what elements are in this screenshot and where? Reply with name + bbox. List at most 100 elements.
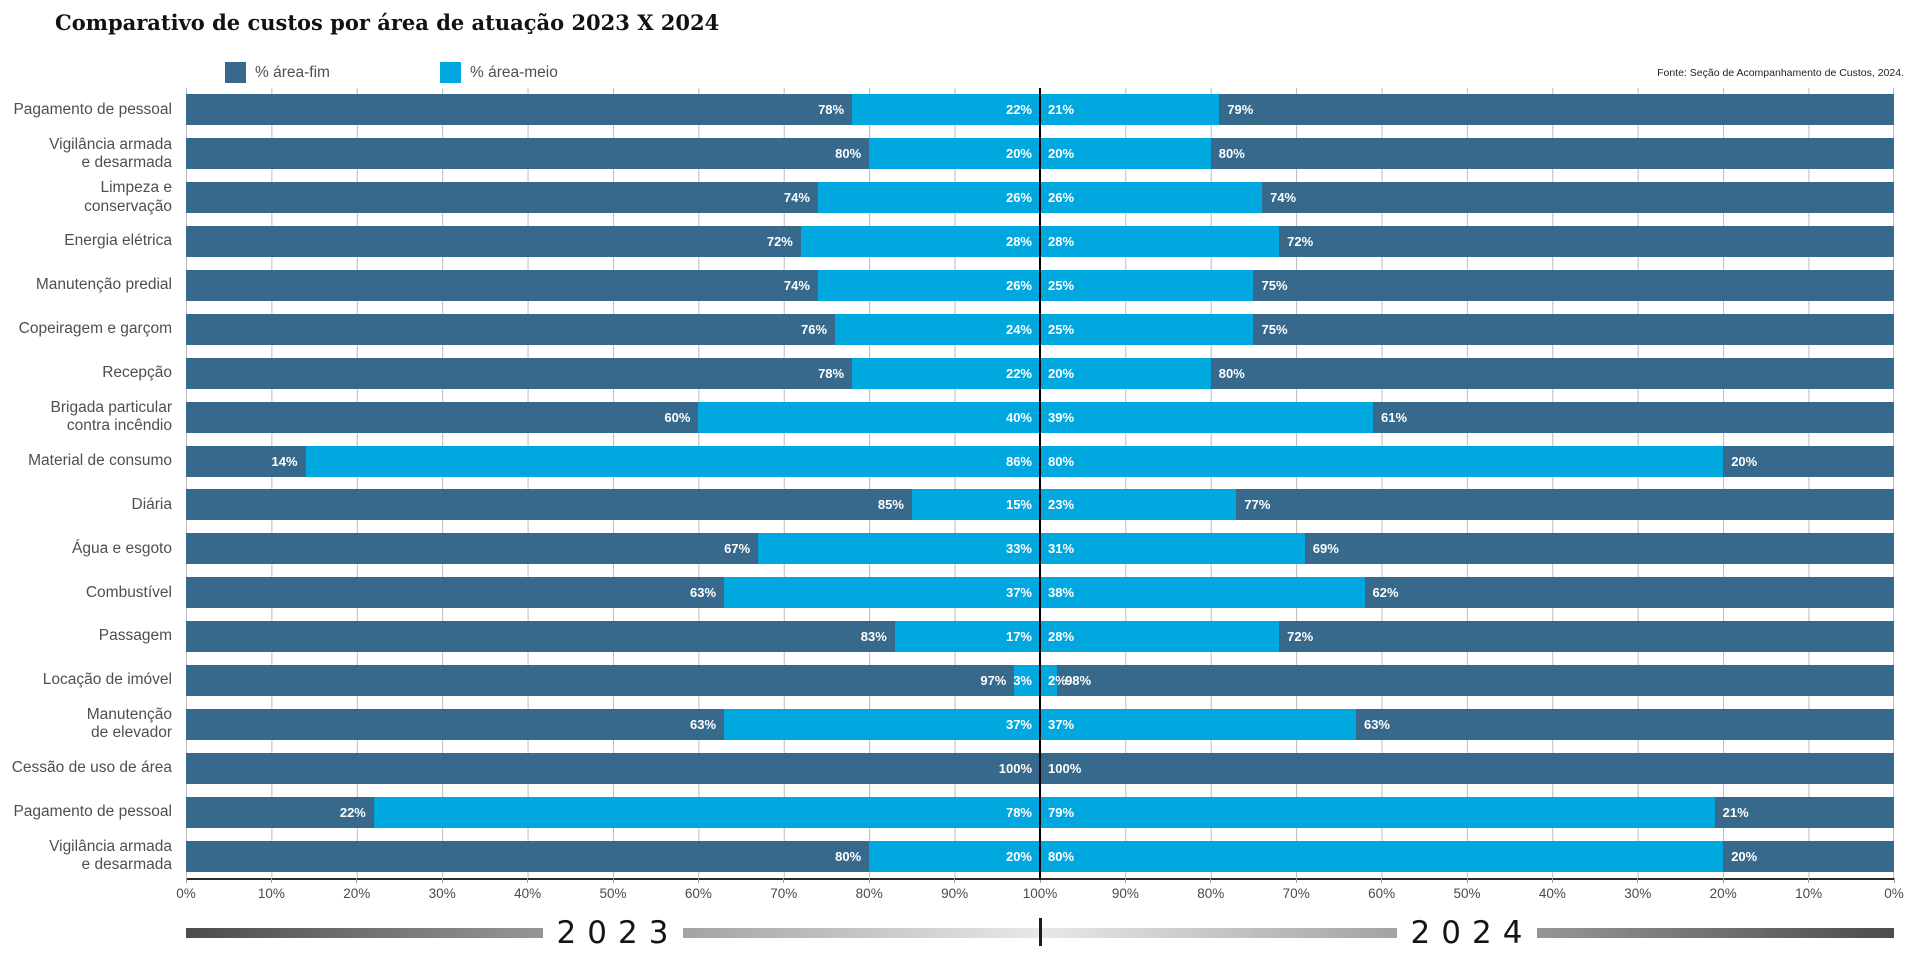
value-label-areameio-2023: 37%: [1005, 716, 1032, 732]
value-label-areafim-2023: 76%: [801, 321, 828, 337]
bar-areameio-2023: [1014, 665, 1040, 696]
chart-row: 74% 26% 26% 74%: [186, 182, 1894, 214]
bar-areameio-2023: [373, 796, 1040, 828]
bar-areafim-2023: [186, 752, 1040, 784]
legend-item-area-meio: % área-meio: [440, 62, 558, 83]
x-axis: 0% 10% 20% 30% 40% 50% 60% 70% 80% 90% 100% 90% 80% 7…: [176, 878, 1904, 904]
value-label-areafim-2023: 22%: [339, 804, 366, 820]
category-label: Água e esgoto: [72, 539, 172, 557]
bar-areameio-2023: [698, 401, 1040, 433]
value-label-areameio-2024: 26%: [1048, 190, 1075, 206]
axis-tick-mark: [270, 878, 272, 883]
bar-areafim-2024: [1040, 752, 1894, 784]
value-label-areameio-2024: 80%: [1048, 848, 1075, 864]
year-label-2024: 2024: [1410, 915, 1534, 951]
category-labels-column: Pagamento de pessoal Vigilância armada e …: [0, 88, 180, 878]
value-label-areafim-2024: 100%: [1048, 760, 1082, 776]
bar-areameio-2023: [869, 138, 1040, 170]
value-label-areameio-2023: 86%: [1005, 453, 1032, 469]
axis-tick-mark: [1466, 878, 1468, 883]
value-label-areameio-2023: 37%: [1005, 585, 1032, 601]
value-label-areafim-2024: 75%: [1261, 278, 1288, 293]
bar-areameio-2023: [869, 840, 1040, 872]
category-label: Limpeza e conservação: [84, 179, 172, 215]
axis-tick-mark: [1381, 878, 1383, 883]
value-label-areafim-2024: 74%: [1270, 190, 1297, 206]
category-label: Passagem: [98, 627, 172, 645]
axis-tick-label: 90%: [941, 886, 969, 901]
value-label-areameio-2024: 38%: [1048, 585, 1075, 601]
center-axis-line: [1039, 88, 1041, 880]
category-label: Vigilância armada e desarmada: [49, 135, 172, 171]
page-title: Comparativo de custos por área de atuaçã…: [55, 10, 720, 35]
value-label-areameio-2024: 28%: [1048, 234, 1075, 250]
axis-tick-mark: [185, 878, 187, 883]
chart-row: 72% 28% 28% 72%: [186, 226, 1894, 258]
value-label-areafim-2023: 14%: [271, 453, 298, 469]
bar-areafim-2023: [186, 226, 801, 258]
bar-areafim-2024: [1210, 138, 1894, 170]
value-label-areafim-2023: 72%: [766, 234, 793, 250]
value-label-areafim-2024: 75%: [1261, 321, 1288, 337]
bar-areafim-2023: [186, 621, 895, 653]
axis-tick-label: 50%: [1453, 886, 1481, 901]
axis-tick-mark: [1210, 878, 1212, 883]
gradient-rule-2024-left: [1040, 928, 1397, 938]
bar-areafim-2023: [186, 182, 818, 214]
value-label-areameio-2024: 31%: [1048, 541, 1075, 557]
value-label-areafim-2024: 21%: [1722, 804, 1749, 820]
value-label-areafim-2023: 63%: [689, 585, 717, 601]
value-label-areafim-2023: 74%: [783, 278, 810, 293]
bar-areafim-2023: [186, 533, 759, 565]
chart-row: 100% 100%: [186, 752, 1894, 784]
value-label-areameio-2023: 78%: [1005, 804, 1032, 820]
area-fim-swatch-icon: [225, 62, 246, 83]
value-label-areafim-2024: 77%: [1244, 497, 1271, 513]
year-2023-group: 2023: [186, 916, 1040, 950]
value-label-areafim-2024: 72%: [1287, 234, 1314, 250]
value-label-areafim-2023: 60%: [664, 409, 691, 425]
category-label: Copeiragem e garçom: [18, 320, 172, 338]
source-note: Fonte: Seção de Acompanhamento de Custos…: [1657, 67, 1904, 79]
bar-areafim-2023: [186, 94, 853, 126]
value-label-areafim-2024: 63%: [1363, 716, 1390, 732]
legend-item-area-fim: % área-fim: [225, 62, 330, 83]
bar-areafim-2024: [1253, 313, 1894, 345]
bar-areameio-2023: [724, 708, 1040, 740]
axis-tick-label: 80%: [1197, 886, 1225, 901]
bar-areafim-2023: [186, 270, 818, 301]
value-label-areafim-2023: 85%: [877, 497, 904, 513]
bar-areafim-2023: [186, 357, 853, 389]
bar-areafim-2023: [186, 577, 725, 609]
bar-areafim-2024: [1364, 577, 1894, 609]
category-label: Combustível: [85, 583, 172, 601]
value-label-areameio-2023: 24%: [1005, 321, 1032, 337]
value-label-areafim-2024: 79%: [1227, 102, 1254, 118]
chart-row: 22% 78% 79% 21%: [186, 796, 1894, 828]
value-label-areameio-2024: 80%: [1048, 453, 1075, 469]
axis-tick-mark: [1124, 878, 1126, 883]
bar-areameio-2024: [1039, 796, 1715, 828]
chart-row: 83% 17% 28% 72%: [186, 621, 1894, 653]
bar-areameio-2023: [852, 94, 1040, 126]
year-2024-group: 2024: [1040, 916, 1894, 950]
bar-areameio-2024: [1039, 665, 1058, 696]
axis-tick-mark: [1808, 878, 1810, 883]
bar-areafim-2024: [1279, 621, 1894, 653]
axis-tick-mark: [1893, 878, 1895, 883]
bar-areameio-2024: [1039, 533, 1305, 565]
bar-areameio-2023: [817, 270, 1040, 301]
chart-row: 63% 37% 38% 62%: [186, 577, 1894, 609]
category-label: Locação de imóvel: [42, 671, 172, 689]
value-label-areafim-2024: 80%: [1218, 146, 1245, 162]
bar-areafim-2024: [1210, 357, 1894, 389]
axis-tick-label: 90%: [1111, 886, 1139, 901]
category-label: Pagamento de pessoal: [13, 803, 172, 821]
value-label-areafim-2024: 20%: [1731, 848, 1758, 864]
axis-tick-label: 40%: [514, 886, 542, 901]
value-label-areameio-2024: 2%: [1048, 673, 1067, 688]
bar-areameio-2024: [1039, 489, 1237, 521]
value-label-areameio-2024: 39%: [1048, 409, 1075, 425]
bar-areafim-2023: [186, 445, 306, 477]
